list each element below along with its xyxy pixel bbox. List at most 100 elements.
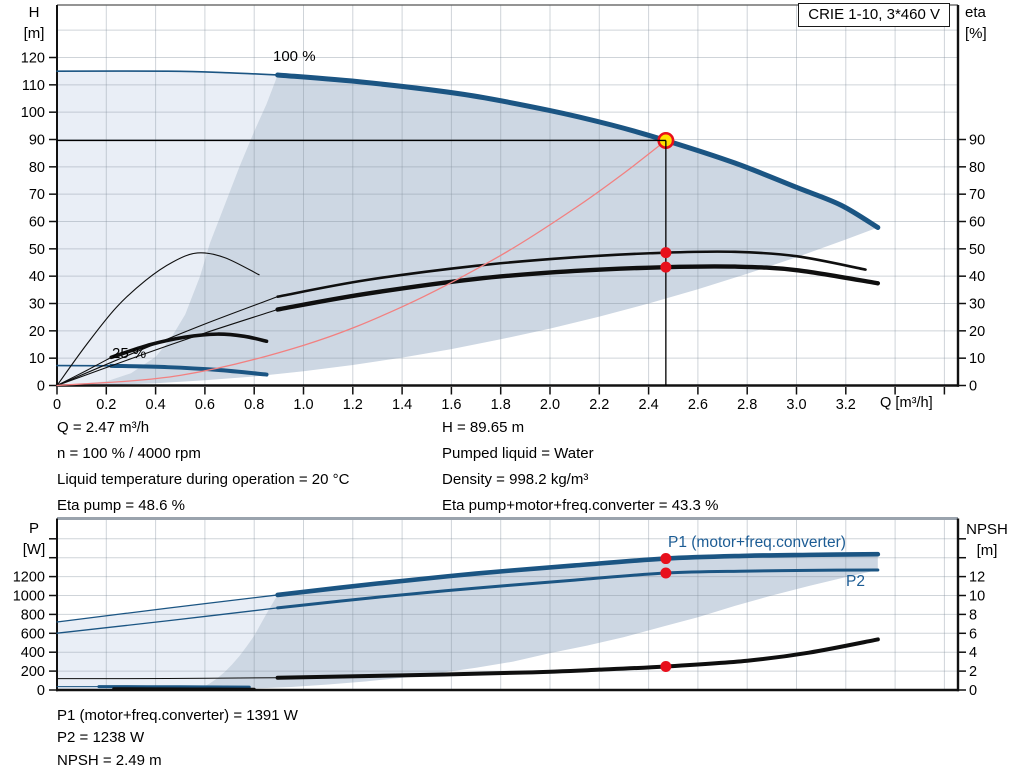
tick-label: 2.2 [589,397,609,413]
tick-label: 10 [969,589,985,605]
tick-label: 30 [969,297,985,313]
tick-label: 2.0 [540,397,560,413]
npsh-thin-curve [56,677,279,680]
tick-label: 20 [29,324,45,340]
tick-label: 1.4 [392,397,412,413]
head-25pct-thick-curve [109,363,269,377]
eta-axis-symbol: eta [965,4,986,21]
tick-label: 2 [969,664,977,680]
tick-label: 50 [969,242,985,258]
tick-label: 70 [29,187,45,203]
result-eta-total: Eta pump+motor+freq.converter = 43.3 % [442,497,719,514]
npsh-thick-curve [275,637,880,680]
result-p1: P1 (motor+freq.converter) = 1391 W [57,707,298,724]
tick-label: 0.4 [146,397,166,413]
tick-label: 40 [969,269,985,285]
tick-label: 0.8 [244,397,264,413]
eta-pump-25-curve [56,252,260,387]
eta-pmf-25-thick-curve [109,332,269,360]
tick-label: 20 [969,324,985,340]
tick-label: 40 [29,269,45,285]
result-speed: n = 100 % / 4000 rpm [57,445,201,462]
head-100pct-thick-curve [275,72,881,231]
tick-label: 6 [969,626,977,642]
tick-label: 3.2 [836,397,856,413]
power-range-light [57,594,278,690]
tick-label: 8 [969,607,977,623]
tick-label: 1.2 [343,397,363,413]
results-block-left: Q = 2.47 m³/h n = 100 % / 4000 rpm Liqui… [57,415,349,519]
tick-label: 120 [21,51,45,67]
tick-label: 200 [21,664,45,680]
p1-curve-label: P1 (motor+freq.converter) [668,534,846,551]
tick-label: 2.6 [688,397,708,413]
tick-label: 2.8 [737,397,757,413]
result-q: Q = 2.47 m³/h [57,419,150,436]
p-axis-unit: [W] [22,541,46,558]
eta-pmf-100-thin-curve [56,308,279,387]
tick-label: 600 [21,626,45,642]
allowed-range-light [57,71,278,386]
tick-label: 90 [969,133,985,149]
operating-range-dark [57,75,878,386]
pump-model-badge: CRIE 1-10, 3*460 V [798,3,950,27]
tick-label: 100 [21,105,45,121]
eta-pump-100-thick-curve [276,250,867,298]
p2-curve-label: P2 [846,573,865,590]
p2-thick-curve [276,568,880,610]
h-axis-unit: [m] [23,25,45,42]
eta-pmf-100-thick-curve [275,264,881,312]
result-p2: P2 = 1238 W [57,729,145,747]
tick-label: 10 [969,351,985,367]
power-range-dark [195,554,878,690]
npsh-axis-symbol: NPSH [966,521,1008,538]
h-axis-symbol: H [28,4,40,21]
tick-label: 4 [969,645,977,661]
tick-label: 10 [29,351,45,367]
tick-label: 0 [969,379,977,395]
p1-thin-curve [56,594,279,623]
tick-label: 60 [969,215,985,231]
tick-label: 80 [969,160,985,176]
result-dot [660,660,672,672]
tick-label: 0 [969,683,977,699]
tick-label: 400 [21,645,45,661]
tick-label: 1.8 [491,397,511,413]
results-block-right: H = 89.65 m Pumped liquid = Water Densit… [442,415,718,519]
tick-label: 12 [969,570,985,586]
result-dot [660,247,672,259]
npsh-axis-unit-label: NPSH [m] [958,519,1016,561]
tick-label: 0.2 [96,397,116,413]
tick-label: 800 [21,607,45,623]
h-axis-unit-label: H [m] [18,2,50,44]
eta-pmf-25-thin-curve [56,356,112,387]
p-axis-symbol: P [28,520,39,537]
result-dot [660,567,672,579]
tick-label: 1.6 [441,397,461,413]
result-pumped-liquid: Pumped liquid = Water [442,445,594,462]
result-npsh: NPSH = 2.49 m [57,751,162,769]
tick-label: 0 [37,379,45,395]
tick-label: 0.6 [195,397,215,413]
tick-label: 1.0 [293,397,313,413]
npsh-axis-unit: [m] [976,542,998,559]
tick-label: 1200 [13,570,45,586]
tick-label: 60 [29,215,45,231]
result-head: H = 89.65 m [442,419,525,436]
tick-label: 3.0 [786,397,806,413]
tick-label: 0 [37,683,45,699]
result-dot [660,553,672,565]
p2-thin-curve [56,607,279,634]
q-axis-label: Q [m³/h] [880,395,933,411]
eta-axis-unit-label: eta [%] [965,2,1009,44]
eta-axis-unit: [%] [965,25,987,42]
result-dot [660,261,672,273]
speed-100pct-curve-label: 100 % [273,48,316,65]
head-100pct-thin-curve [56,70,279,76]
tick-label: 50 [29,242,45,258]
tick-label: 70 [969,187,985,203]
speed-25pct-curve-label: 25 % [112,345,147,362]
result-density: Density = 998.2 kg/m³ [442,471,589,488]
